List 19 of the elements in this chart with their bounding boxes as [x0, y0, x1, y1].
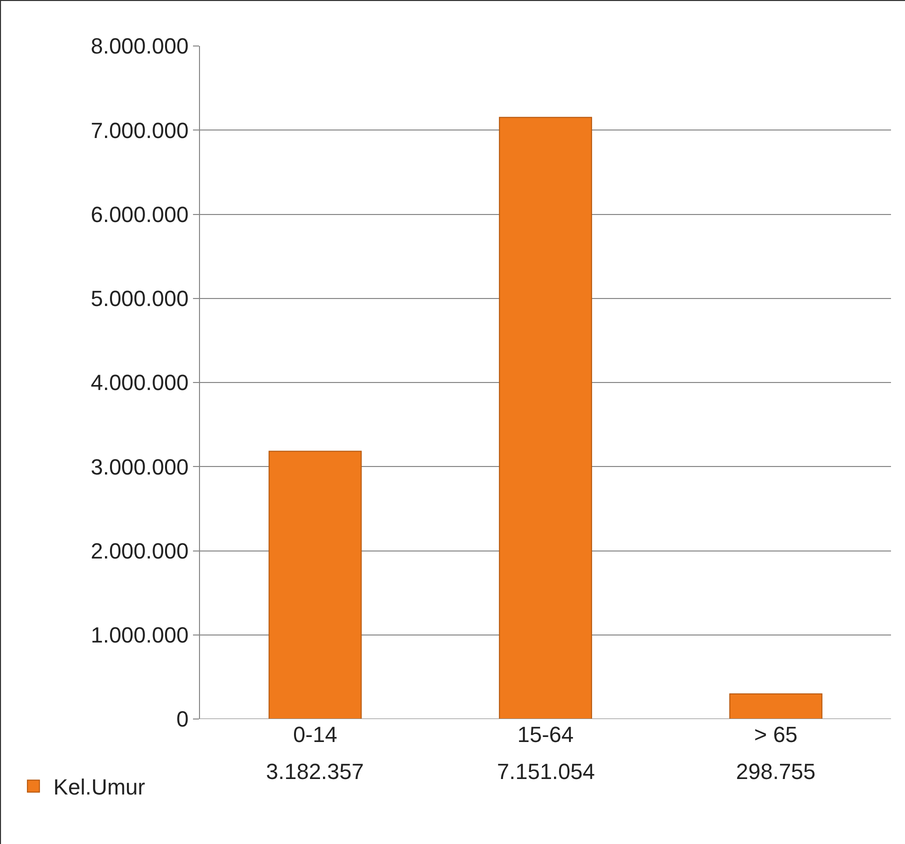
bar — [729, 693, 822, 719]
bar — [498, 116, 592, 719]
data-label: 3.182.357 — [266, 759, 364, 784]
y-tick-label: 5.000.000 — [90, 286, 189, 312]
data-label: 298.755 — [736, 759, 816, 784]
x-tick-label: > 65 — [754, 722, 798, 747]
y-tick-label: 3.000.000 — [90, 454, 189, 480]
y-tick-label: 0 — [176, 706, 189, 732]
x-tick-label: 0-14 — [293, 722, 338, 747]
y-tick-label: 6.000.000 — [90, 202, 189, 227]
legend-label: Kel.Umur — [53, 774, 146, 800]
y-tick-label: 1.000.000 — [90, 622, 189, 648]
x-tick-label: 15-64 — [517, 722, 574, 747]
y-tick-label: 7.000.000 — [90, 118, 189, 143]
y-tick-label: 2.000.000 — [90, 538, 189, 564]
data-label: 7.151.054 — [497, 759, 595, 784]
y-tick-label: 8.000.000 — [90, 34, 189, 59]
bar — [268, 450, 362, 719]
y-tick-label: 4.000.000 — [90, 370, 189, 396]
